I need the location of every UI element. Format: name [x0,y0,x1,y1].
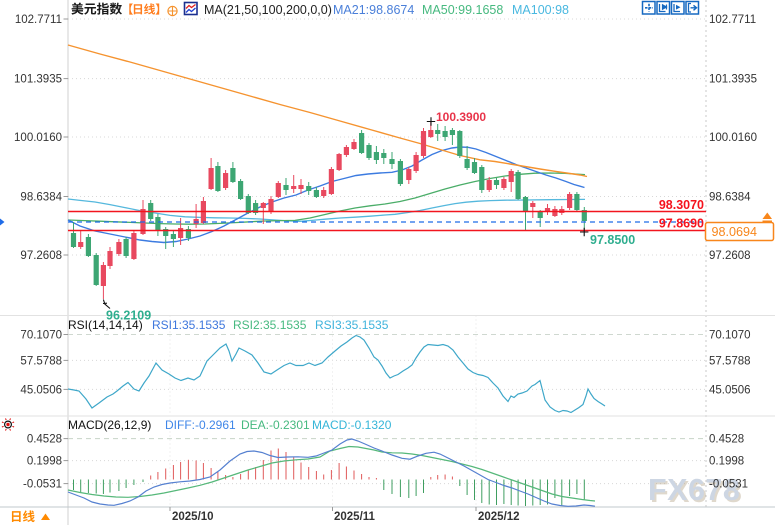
svg-text:45.0506: 45.0506 [709,384,751,396]
svg-text:57.5788: 57.5788 [709,355,751,367]
svg-text:45.0506: 45.0506 [20,384,62,396]
svg-text:98.0694: 98.0694 [712,225,758,239]
svg-text:96.2109: 96.2109 [106,309,151,323]
svg-text:RSI1:35.1535: RSI1:35.1535 [152,318,226,332]
svg-text:MA21:98.8674: MA21:98.8674 [333,3,414,17]
svg-text:-0.0531: -0.0531 [23,479,62,491]
svg-text:97.8690: 97.8690 [659,217,704,231]
svg-text:2025/11: 2025/11 [334,511,376,523]
svg-text:57.5788: 57.5788 [20,355,62,367]
svg-text:RSI2:35.1535: RSI2:35.1535 [233,318,307,332]
svg-text:98.6384: 98.6384 [20,192,62,204]
svg-text:0.4528: 0.4528 [27,434,62,446]
svg-text:MA50:99.1658: MA50:99.1658 [422,3,503,17]
svg-text:DEA:-0.2301: DEA:-0.2301 [241,418,310,432]
svg-text:0.1998: 0.1998 [709,456,744,468]
svg-text:2025/10: 2025/10 [172,511,214,523]
svg-text:102.7711: 102.7711 [15,14,62,26]
svg-text:98.3070: 98.3070 [659,198,704,212]
svg-text:MACD(26,12,9): MACD(26,12,9) [68,418,151,432]
svg-text:0.4528: 0.4528 [709,434,744,446]
svg-text:-0.0531: -0.0531 [709,479,748,491]
svg-text:100.3900: 100.3900 [436,110,486,124]
svg-text:100.0160: 100.0160 [709,132,757,144]
svg-text:RSI3:35.1535: RSI3:35.1535 [315,318,389,332]
svg-text:MA100:98: MA100:98 [512,3,569,17]
svg-text:70.1070: 70.1070 [20,330,62,342]
svg-text:101.3935: 101.3935 [14,74,62,86]
svg-text:FX678: FX678 [648,473,740,507]
svg-text:2025/12: 2025/12 [478,511,520,523]
svg-text:DIFF:-0.2961: DIFF:-0.2961 [165,418,236,432]
svg-text:FX678: FX678 [650,475,742,509]
svg-text:97.8500: 97.8500 [590,233,635,247]
svg-text:97.2608: 97.2608 [20,250,62,262]
svg-text:101.3935: 101.3935 [709,74,757,86]
svg-text:70.1070: 70.1070 [709,330,751,342]
svg-text:MACD:-0.1320: MACD:-0.1320 [312,418,392,432]
svg-text:RSI(14,14,14): RSI(14,14,14) [68,318,143,332]
svg-text:98.6384: 98.6384 [709,192,751,204]
svg-text:100.0160: 100.0160 [14,132,62,144]
svg-text:MA(21,50,100,200,0,0): MA(21,50,100,200,0,0) [204,3,332,17]
svg-text:102.7711: 102.7711 [709,14,756,26]
svg-text:97.2608: 97.2608 [709,250,751,262]
svg-text:0.1998: 0.1998 [27,456,62,468]
